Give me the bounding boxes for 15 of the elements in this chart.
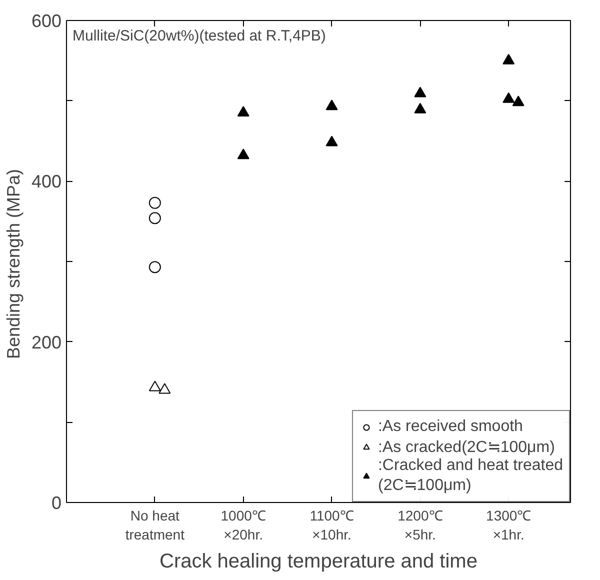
x-tick-label: 1300℃ ×1hr. bbox=[486, 508, 532, 543]
legend-label: :Cracked and heat treated (2C≒100μm) bbox=[378, 457, 563, 495]
legend-label: :As received smooth bbox=[378, 418, 523, 436]
y-tick-label: 200 bbox=[31, 332, 62, 352]
y-tick-label: 600 bbox=[31, 11, 62, 31]
x-tick-label: 1000℃ ×20hr. bbox=[220, 508, 266, 543]
x-tick-label: 1100℃ ×10hr. bbox=[310, 508, 354, 543]
annotation: Mullite/SiC(20wt%)(tested at R.T,4PB) bbox=[72, 28, 326, 44]
x-axis-title: Crack healing temperature and time bbox=[160, 550, 478, 573]
x-tick-label: 1200℃ ×5hr. bbox=[398, 508, 443, 543]
legend-label: :As cracked(2C≒100μm) bbox=[378, 438, 555, 457]
y-tick-label: 0 bbox=[51, 493, 62, 513]
y-axis-title: Bending strength (MPa) bbox=[3, 168, 24, 360]
x-tick-label: No heat treatment bbox=[125, 508, 185, 543]
y-tick-label: 400 bbox=[31, 172, 62, 192]
